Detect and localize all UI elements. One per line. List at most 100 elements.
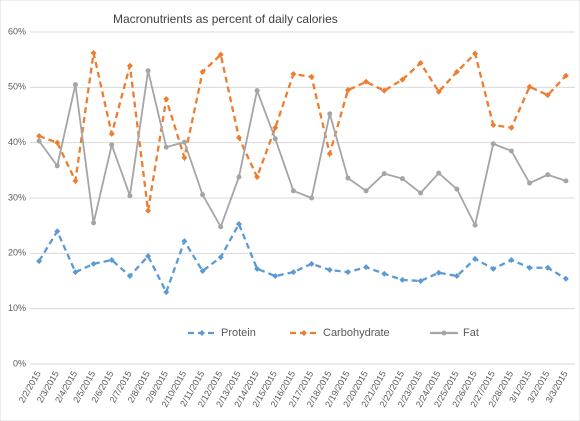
data-point bbox=[54, 228, 61, 235]
data-point bbox=[381, 270, 388, 277]
legend-marker bbox=[199, 330, 205, 336]
data-point bbox=[290, 188, 296, 194]
series-line bbox=[38, 51, 567, 211]
data-point bbox=[399, 176, 405, 182]
data-point bbox=[399, 276, 406, 283]
data-point bbox=[36, 138, 42, 144]
data-point bbox=[218, 224, 224, 230]
data-point bbox=[217, 51, 224, 58]
data-point bbox=[108, 256, 115, 263]
data-point bbox=[526, 264, 533, 271]
y-tick-label: 50% bbox=[8, 82, 26, 92]
data-point bbox=[345, 175, 351, 181]
data-point bbox=[108, 130, 115, 137]
legend-label: Carbohydrate bbox=[323, 327, 390, 339]
y-tick-label: 30% bbox=[8, 192, 26, 202]
data-point bbox=[90, 260, 97, 267]
data-point bbox=[72, 269, 79, 276]
data-point bbox=[544, 92, 551, 99]
data-point bbox=[272, 136, 278, 142]
data-point bbox=[181, 139, 187, 145]
data-point bbox=[254, 173, 261, 180]
data-point bbox=[363, 188, 369, 194]
legend-label: Fat bbox=[463, 327, 479, 339]
data-point bbox=[363, 264, 370, 271]
data-point bbox=[399, 76, 406, 83]
data-point bbox=[309, 195, 315, 201]
data-point bbox=[235, 221, 242, 228]
data-point bbox=[54, 139, 61, 146]
y-tick-label: 40% bbox=[8, 137, 26, 147]
data-point bbox=[508, 256, 515, 263]
y-tick-label: 60% bbox=[8, 26, 26, 36]
data-point bbox=[472, 50, 479, 57]
data-point bbox=[490, 141, 496, 147]
y-tick-label: 0% bbox=[13, 358, 26, 368]
data-point bbox=[436, 170, 442, 176]
data-point bbox=[126, 273, 133, 280]
data-point bbox=[36, 133, 43, 140]
data-point bbox=[308, 260, 315, 267]
data-point bbox=[236, 174, 242, 180]
data-point bbox=[327, 111, 333, 117]
data-point bbox=[272, 124, 279, 131]
series-line bbox=[38, 70, 567, 229]
data-point bbox=[181, 154, 188, 161]
data-point bbox=[290, 71, 297, 78]
data-point bbox=[490, 265, 497, 272]
data-point bbox=[91, 220, 97, 226]
data-point bbox=[163, 289, 170, 296]
data-point bbox=[36, 258, 43, 265]
y-tick-label: 10% bbox=[8, 303, 26, 313]
data-point bbox=[127, 193, 133, 199]
data-point bbox=[472, 222, 478, 228]
data-point bbox=[526, 83, 533, 90]
data-point bbox=[163, 144, 169, 150]
data-point bbox=[199, 68, 206, 75]
data-point bbox=[326, 266, 333, 273]
data-point bbox=[562, 72, 569, 79]
data-point bbox=[472, 255, 479, 262]
data-point bbox=[235, 134, 242, 141]
data-point bbox=[363, 78, 370, 85]
data-point bbox=[417, 278, 424, 284]
data-point bbox=[72, 177, 79, 184]
data-point bbox=[163, 95, 170, 102]
data-point bbox=[308, 73, 315, 80]
data-point bbox=[199, 268, 206, 275]
data-point bbox=[527, 180, 533, 186]
data-point bbox=[54, 163, 60, 169]
data-point bbox=[109, 142, 115, 148]
data-point bbox=[490, 121, 497, 128]
legend-marker bbox=[301, 330, 307, 336]
data-point bbox=[344, 269, 351, 276]
data-point bbox=[381, 171, 387, 177]
data-point bbox=[145, 207, 152, 214]
data-point bbox=[435, 88, 442, 95]
legend-label: Protein bbox=[221, 327, 256, 339]
data-point bbox=[272, 273, 279, 280]
data-point bbox=[254, 265, 261, 272]
data-point bbox=[254, 88, 260, 94]
data-point bbox=[563, 178, 569, 184]
data-point bbox=[418, 190, 424, 196]
data-point bbox=[290, 269, 297, 276]
legend-marker bbox=[441, 330, 447, 336]
data-point bbox=[453, 68, 460, 75]
data-point bbox=[435, 269, 442, 276]
data-point bbox=[145, 253, 152, 260]
chart-title: Macronutrients as percent of daily calor… bbox=[113, 12, 338, 26]
data-point bbox=[145, 68, 151, 74]
data-point bbox=[545, 172, 551, 178]
data-point bbox=[217, 254, 224, 261]
data-point bbox=[544, 264, 551, 271]
data-point bbox=[181, 238, 188, 245]
data-point bbox=[90, 50, 97, 57]
data-point bbox=[562, 275, 569, 282]
data-point bbox=[72, 82, 78, 88]
y-tick-label: 20% bbox=[8, 248, 26, 258]
data-point bbox=[381, 87, 388, 94]
data-point bbox=[126, 62, 133, 69]
